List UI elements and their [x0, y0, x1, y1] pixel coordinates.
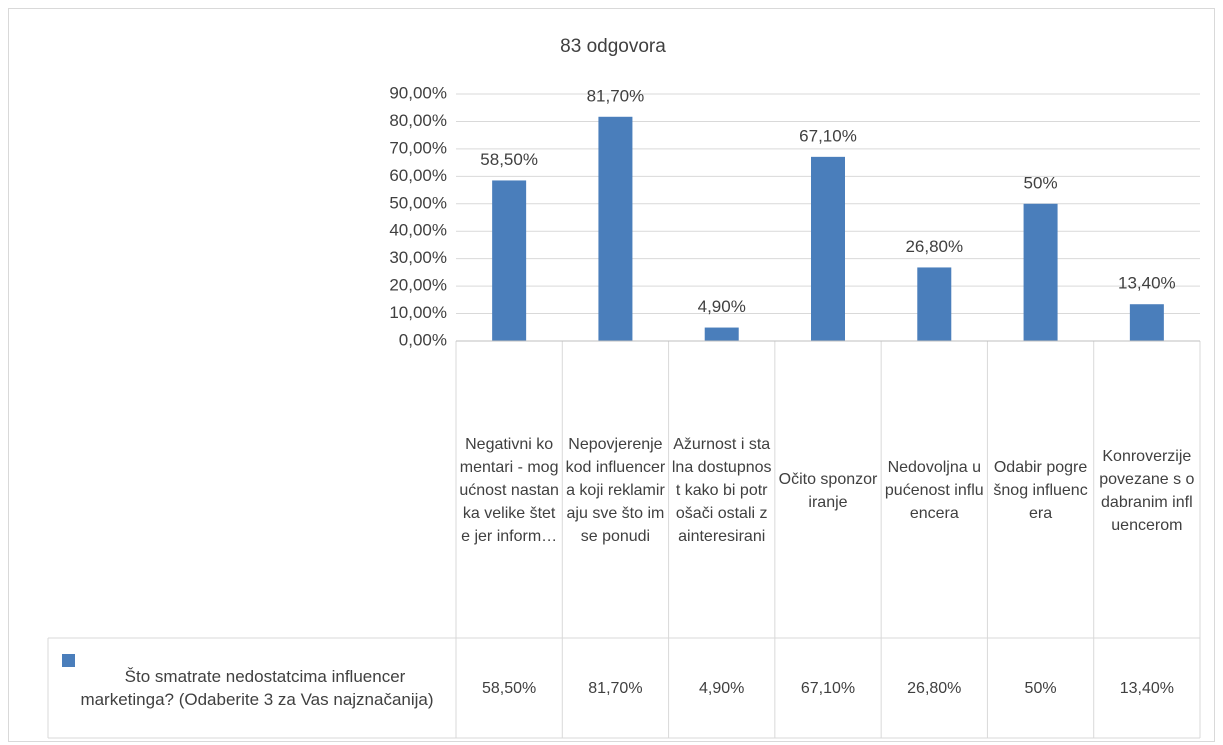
data-label: 26,80% — [905, 237, 963, 256]
legend-key — [62, 654, 75, 667]
data-label: 50% — [1024, 173, 1058, 192]
chart-title: 83 odgovora — [560, 36, 666, 57]
table-value: 26,80% — [907, 679, 962, 697]
data-label: 81,70% — [587, 86, 645, 105]
data-label: 4,90% — [698, 297, 746, 316]
y-tick-label: 80,00% — [389, 111, 447, 130]
category-label: Očito sponzoriranje — [778, 470, 878, 511]
table-value: 50% — [1024, 679, 1057, 697]
category-label: Odabir pogrešnog influencera — [993, 459, 1088, 522]
y-tick-label: 50,00% — [389, 193, 447, 212]
bar — [598, 116, 633, 341]
data-label: 67,10% — [799, 126, 857, 145]
y-tick-label: 0,00% — [399, 330, 447, 349]
y-tick-label: 10,00% — [389, 303, 447, 322]
table-value: 58,50% — [482, 679, 537, 697]
table-value: 67,10% — [800, 679, 856, 697]
category-label: Negativni komentari - mogućnost nastanka… — [459, 436, 559, 545]
y-tick-label: 30,00% — [389, 248, 447, 267]
y-tick-label: 60,00% — [389, 166, 447, 185]
category-label: Nepovjerenje kod influencera koji reklam… — [565, 436, 666, 545]
category-label: Nedovoljna upućenost influencera — [884, 459, 984, 522]
data-label: 13,40% — [1118, 274, 1176, 293]
legend-label: Što smatrate nedostatcima influencer mar… — [80, 667, 434, 709]
table-value: 13,40% — [1119, 679, 1174, 697]
y-tick-label: 20,00% — [389, 276, 447, 295]
table-value: 4,90% — [699, 679, 745, 697]
bar — [811, 156, 845, 341]
bar — [1129, 304, 1164, 341]
table-value: 81,70% — [588, 679, 643, 697]
y-tick-label: 90,00% — [389, 83, 447, 102]
bar — [917, 267, 952, 341]
y-tick-label: 40,00% — [389, 221, 447, 240]
bar — [492, 180, 527, 341]
category-label: Ažurnost i stalna dostupnost kako bi pot… — [671, 436, 772, 545]
category-label: Konroverzije povezane s odabranim influe… — [1099, 447, 1195, 534]
bar — [704, 327, 739, 341]
data-label: 58,50% — [480, 150, 538, 169]
y-tick-label: 70,00% — [389, 138, 447, 157]
bar — [1023, 203, 1058, 341]
